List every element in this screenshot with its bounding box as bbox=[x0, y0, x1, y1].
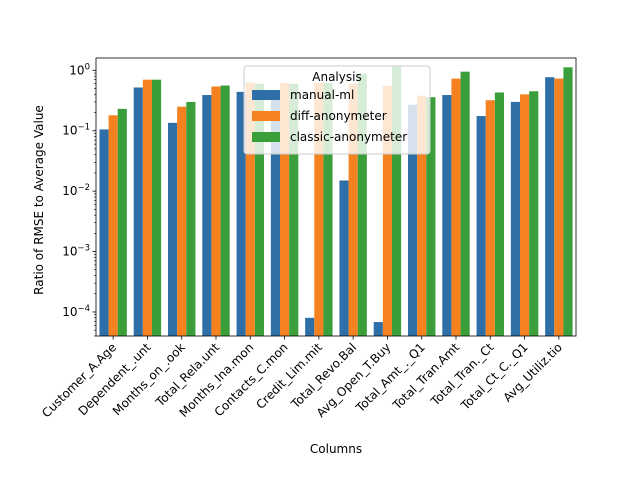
bar-diff-anonymeter-12 bbox=[520, 94, 530, 337]
bar-classic-anonymeter-2 bbox=[186, 101, 196, 336]
bar-classic-anonymeter-7 bbox=[357, 73, 367, 337]
bar-classic-anonymeter-6 bbox=[323, 82, 333, 337]
bar-manual-ml-2 bbox=[168, 122, 178, 336]
bar-classic-anonymeter-5 bbox=[289, 83, 299, 336]
bar-manual-ml-1 bbox=[133, 87, 143, 337]
bar-manual-ml-7 bbox=[339, 180, 349, 336]
bar-diff-anonymeter-5 bbox=[280, 82, 290, 337]
x-axis-label: Columns bbox=[310, 442, 362, 456]
legend-label-manual-ml: manual-ml bbox=[290, 88, 354, 102]
legend-box bbox=[243, 65, 431, 155]
bar-classic-anonymeter-12 bbox=[529, 91, 539, 336]
legend-swatch-diff-anonymeter bbox=[252, 111, 280, 121]
bar-classic-anonymeter-13 bbox=[563, 67, 573, 337]
y-axis-label: Ratio of RMSE to Average Value bbox=[32, 105, 46, 295]
bar-diff-anonymeter-10 bbox=[451, 78, 461, 336]
bar-diff-anonymeter-1 bbox=[142, 79, 152, 336]
bar-manual-ml-11 bbox=[476, 116, 486, 336]
y-tick-label-1: 10−3 bbox=[62, 244, 90, 259]
bar-classic-anonymeter-0 bbox=[117, 108, 127, 336]
bar-manual-ml-0 bbox=[99, 129, 109, 336]
bar-manual-ml-5 bbox=[270, 92, 280, 336]
legend-label-diff-anonymeter: diff-anonymeter bbox=[290, 109, 387, 123]
bar-diff-anonymeter-0 bbox=[108, 115, 118, 336]
legend-swatch-manual-ml bbox=[252, 90, 280, 100]
bar-manual-ml-3 bbox=[202, 95, 212, 336]
bar-manual-ml-13 bbox=[545, 77, 555, 336]
bar-classic-anonymeter-4 bbox=[254, 83, 264, 336]
legend-label-classic-anonymeter: classic-anonymeter bbox=[290, 130, 407, 144]
bar-classic-anonymeter-3 bbox=[220, 85, 230, 336]
y-tick-label-0: 10−4 bbox=[62, 304, 90, 319]
bar-diff-anonymeter-6 bbox=[314, 82, 324, 337]
bar-diff-anonymeter-8 bbox=[382, 86, 392, 336]
bar-diff-anonymeter-9 bbox=[417, 95, 427, 337]
bar-diff-anonymeter-13 bbox=[554, 78, 564, 336]
bar-diff-anonymeter-2 bbox=[177, 106, 187, 336]
y-tick-label-3: 10−1 bbox=[62, 123, 90, 138]
bar-diff-anonymeter-4 bbox=[245, 82, 255, 336]
legend-swatch-classic-anonymeter bbox=[252, 132, 280, 142]
legend-title: Analysis bbox=[312, 70, 361, 84]
legend: Analysis manual-ml diff-anonymeter classic-… bbox=[243, 65, 431, 155]
bar-manual-ml-4 bbox=[236, 91, 246, 337]
y-tick-label-2: 10−2 bbox=[62, 183, 90, 198]
bar-manual-ml-8 bbox=[373, 322, 383, 336]
bar-manual-ml-10 bbox=[442, 95, 452, 336]
bar-manual-ml-6 bbox=[305, 317, 315, 336]
bar-diff-anonymeter-7 bbox=[348, 83, 358, 336]
bar-diff-anonymeter-3 bbox=[211, 86, 221, 336]
bar-manual-ml-9 bbox=[408, 104, 418, 337]
bar-classic-anonymeter-9 bbox=[426, 97, 436, 336]
bar-diff-anonymeter-11 bbox=[485, 100, 495, 336]
bars-layer bbox=[99, 66, 573, 337]
bar-classic-anonymeter-11 bbox=[494, 92, 504, 336]
bar-manual-ml-12 bbox=[510, 101, 520, 336]
bar-classic-anonymeter-8 bbox=[392, 66, 402, 336]
bar-classic-anonymeter-1 bbox=[152, 79, 162, 336]
bar-classic-anonymeter-10 bbox=[460, 71, 470, 337]
y-tick-label-4: 100 bbox=[69, 62, 90, 77]
